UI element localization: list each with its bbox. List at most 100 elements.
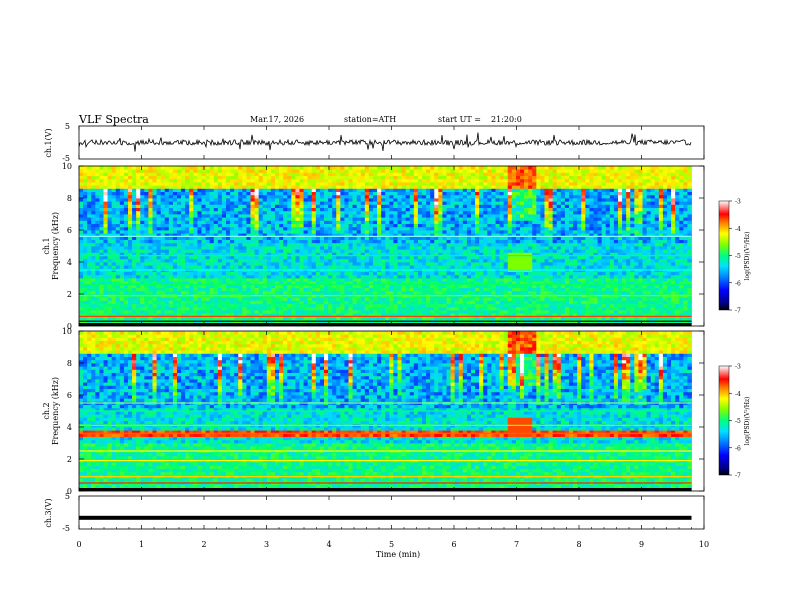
spectrogram-cell [340, 194, 345, 199]
spectrogram-cell [160, 233, 166, 237]
spectrogram-cell [368, 169, 374, 173]
spectrogram-cell [319, 166, 325, 170]
spectrogram-cell [246, 297, 251, 301]
spectrogram-cell [299, 274, 304, 279]
spectrogram-cell [148, 297, 153, 301]
spectrogram-cell [344, 306, 349, 311]
spectrogram-cell [287, 274, 292, 279]
spectrogram-cell [148, 278, 153, 282]
spectrogram-cell [111, 188, 117, 192]
spectrogram-cell [254, 182, 260, 186]
spectrogram-cell [442, 262, 447, 266]
spectrogram-cell [275, 306, 280, 311]
spectrogram-cell [283, 246, 288, 250]
spectrogram-cell [295, 262, 300, 266]
spectrogram-cell [381, 274, 386, 279]
spectrogram-cell [328, 220, 333, 224]
spectrogram-cell [417, 306, 423, 311]
spectrogram-cell [315, 172, 321, 176]
spectrogram-cell [197, 210, 202, 215]
spectrogram-cell [160, 198, 166, 202]
spectrogram-cell [168, 252, 174, 256]
spectrogram-cell [389, 258, 394, 263]
spectrogram-cell [283, 271, 288, 276]
spectrogram-cell [148, 198, 153, 202]
spectrogram-cell [466, 262, 472, 266]
spectrogram-cell [181, 207, 186, 212]
spectrogram-cell [226, 166, 231, 170]
spectrogram-cell [156, 281, 162, 285]
spectrogram-cell [385, 172, 390, 176]
spectrogram-cell [287, 182, 292, 186]
spectrogram-cell [87, 249, 92, 253]
spectrogram-cell [422, 230, 427, 234]
spectrogram-cell [140, 210, 145, 215]
spectrogram-cell [319, 278, 325, 282]
spectrogram-cell [111, 204, 117, 208]
spectrogram-cell [401, 207, 407, 212]
spectrogram-cell [356, 226, 362, 231]
spectrogram-cell [87, 210, 92, 215]
spectrogram-cell [303, 278, 309, 282]
spectrogram-cell [250, 217, 255, 221]
spectrogram-cell [115, 226, 121, 231]
spectrogram-cell [283, 188, 288, 192]
spectrogram-cell [279, 281, 284, 285]
spectrogram-cell [364, 290, 370, 295]
spectrogram-cell [475, 290, 480, 295]
spectrogram-cell [197, 239, 202, 244]
spectrogram-cell [136, 210, 141, 215]
spectrogram-cell [275, 182, 280, 186]
spectrogram-cell [177, 201, 182, 205]
spectrogram-cell [336, 284, 341, 288]
spectrogram-cell [234, 175, 239, 180]
spectrogram-cell [262, 185, 268, 189]
spectrogram-cell [462, 306, 468, 311]
spectrogram-cell [336, 246, 341, 250]
spectrogram-cell [91, 223, 96, 228]
spectrogram-cell [405, 169, 411, 173]
spectrogram-cell [336, 214, 341, 218]
spectrogram-cell [450, 233, 456, 237]
spectrogram-cell [172, 172, 178, 176]
spectrogram-cell [446, 220, 451, 224]
spectrogram-cell [356, 172, 362, 176]
spectrogram-cell [144, 185, 149, 189]
spectrogram-cell [217, 166, 223, 170]
spectrogram-cell [99, 300, 104, 304]
spectrogram-cell [434, 204, 439, 208]
spectrogram-cell [307, 316, 313, 320]
spectrogram-cell [107, 249, 113, 253]
spectrogram-cell [242, 258, 247, 263]
spectrogram-cell [181, 262, 186, 266]
spectrogram-cell [340, 297, 345, 301]
spectrogram-cell [475, 182, 480, 186]
spectrogram-cell [115, 278, 121, 282]
spectrogram-cell [405, 210, 411, 215]
spectrogram-cell [319, 172, 325, 176]
spectrogram-cell [275, 252, 280, 256]
spectrogram-cell [332, 278, 337, 282]
spectrogram-cell [364, 242, 370, 247]
spectrogram-cell [234, 204, 239, 208]
spectrogram-cell [311, 204, 317, 208]
spectrogram-cell [332, 306, 337, 311]
spectrogram-cell [95, 290, 100, 295]
spectrogram-cell [221, 204, 227, 208]
spectrogram-cell [368, 271, 374, 276]
spectrogram-cell [262, 242, 268, 247]
spectrogram-cell [193, 223, 198, 228]
spectrogram-cell [430, 214, 435, 218]
spectrogram-cell [409, 249, 415, 253]
spectrogram-cell [172, 255, 178, 260]
spectrogram-cell [279, 313, 284, 317]
spectrogram-cell [356, 265, 362, 269]
spectrogram-cell [393, 233, 398, 237]
spectrogram-cell [475, 233, 480, 237]
spectrogram-cell [409, 201, 415, 205]
spectrogram-cell [299, 233, 304, 237]
spectrogram-cell [181, 175, 186, 180]
spectrogram-cell [483, 284, 488, 288]
spectrogram-cell [258, 188, 264, 192]
spectrogram-cell [430, 265, 435, 269]
